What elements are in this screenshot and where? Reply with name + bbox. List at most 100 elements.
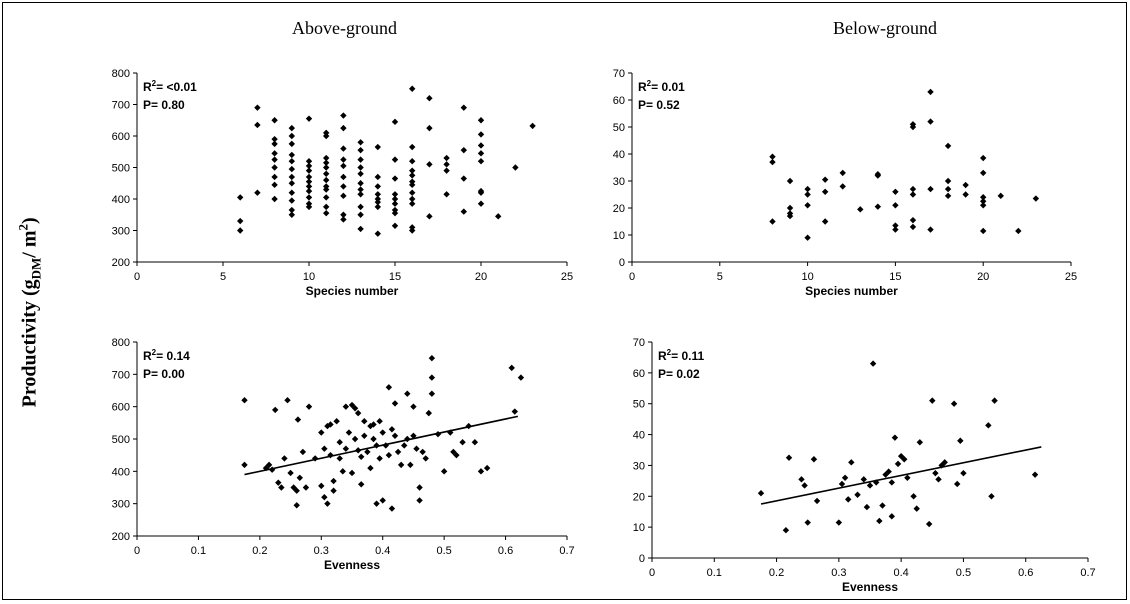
data-point xyxy=(991,397,998,404)
data-point xyxy=(980,227,987,235)
data-point xyxy=(391,200,399,207)
data-point xyxy=(511,408,518,415)
data-point xyxy=(1015,227,1022,235)
p-value-label: P= 0.00 xyxy=(143,367,185,381)
data-point xyxy=(293,502,300,509)
data-point xyxy=(379,497,386,504)
data-point xyxy=(299,448,307,456)
r-squared-label: R2= 0.14 xyxy=(143,348,190,363)
data-point xyxy=(443,154,450,162)
y-tick-label: 70 xyxy=(633,337,645,349)
data-point xyxy=(340,216,347,223)
data-point xyxy=(357,139,364,146)
y-tick-label: 60 xyxy=(633,368,645,380)
data-point xyxy=(351,405,359,412)
y-tick-label: 60 xyxy=(613,95,625,107)
data-point xyxy=(305,183,313,190)
data-point xyxy=(443,161,450,168)
data-point xyxy=(391,222,399,229)
data-point xyxy=(296,474,303,481)
data-point xyxy=(342,445,350,452)
x-tick-label: 0.4 xyxy=(893,567,908,579)
data-point xyxy=(508,364,515,372)
data-point xyxy=(426,213,433,220)
data-point xyxy=(453,451,460,459)
data-point xyxy=(288,165,295,173)
data-point xyxy=(373,500,380,507)
data-point xyxy=(873,479,880,486)
x-tick-label: 0.2 xyxy=(769,567,784,579)
data-point xyxy=(330,487,337,494)
x-tick-label: 0.5 xyxy=(956,567,971,579)
x-tick-label: 0 xyxy=(629,271,635,283)
data-point xyxy=(409,195,416,203)
data-point xyxy=(529,122,536,130)
data-point xyxy=(271,150,278,157)
data-point xyxy=(904,474,911,481)
x-tick-label: 20 xyxy=(475,271,487,283)
data-point xyxy=(288,140,295,148)
data-point xyxy=(385,451,393,459)
y-tick-label: 300 xyxy=(112,499,130,511)
data-point xyxy=(409,189,416,196)
data-point xyxy=(388,505,396,512)
data-point xyxy=(821,218,829,225)
data-point xyxy=(305,178,313,185)
data-point xyxy=(477,131,485,138)
column-title-below-ground: Below-ground xyxy=(833,18,937,38)
data-point xyxy=(367,464,374,472)
y-tick-label: 800 xyxy=(112,68,130,80)
data-point xyxy=(957,437,964,444)
data-point xyxy=(271,181,278,189)
data-point xyxy=(407,461,414,469)
data-point xyxy=(254,189,261,196)
data-point xyxy=(374,191,381,198)
data-point xyxy=(268,466,276,473)
data-point xyxy=(935,476,942,483)
data-point xyxy=(465,422,472,430)
data-point xyxy=(769,218,776,225)
trend-line xyxy=(244,415,519,476)
data-point xyxy=(305,167,313,174)
y-tick-label: 50 xyxy=(613,122,625,134)
y-tick-label: 300 xyxy=(112,226,130,238)
data-point xyxy=(397,461,405,469)
data-point xyxy=(376,455,383,462)
data-point xyxy=(404,435,411,443)
y-tick-label: 400 xyxy=(112,466,130,478)
data-point xyxy=(340,162,347,170)
y-tick-label: 600 xyxy=(112,131,130,143)
data-point xyxy=(477,150,485,157)
data-point xyxy=(237,194,244,201)
x-tick-label: 0.6 xyxy=(1018,567,1033,579)
data-point xyxy=(404,390,411,397)
y-tick-label: 200 xyxy=(112,531,130,543)
data-point xyxy=(374,203,381,211)
data-point xyxy=(517,374,525,381)
y-tick-label: 30 xyxy=(613,176,625,188)
x-tick-label: 25 xyxy=(561,271,573,283)
data-point xyxy=(409,227,416,234)
data-point xyxy=(357,156,364,163)
data-point xyxy=(357,170,364,177)
data-point xyxy=(357,203,364,211)
x-tick-label: 25 xyxy=(1065,271,1077,283)
x-tick-label: 0.2 xyxy=(252,545,267,557)
data-point xyxy=(323,209,330,217)
data-point xyxy=(305,162,313,170)
x-tick-label: 15 xyxy=(389,271,401,283)
data-point xyxy=(932,469,939,477)
data-point xyxy=(410,432,417,439)
data-point xyxy=(841,474,849,481)
data-point xyxy=(327,451,334,459)
x-tick-label: 0 xyxy=(649,567,655,579)
data-point xyxy=(323,186,330,193)
data-point xyxy=(401,442,408,449)
data-point xyxy=(786,204,794,212)
data-point xyxy=(821,176,829,183)
data-point xyxy=(327,421,334,428)
data-point xyxy=(345,429,353,436)
data-point xyxy=(361,432,368,439)
data-point xyxy=(428,390,436,397)
scatter-panel-4: 0 10 20 30 40 50 60 70 0 0.1 0.2 0.3 0.4 0.5 0.6 0.7 Eve… xyxy=(633,337,1096,594)
